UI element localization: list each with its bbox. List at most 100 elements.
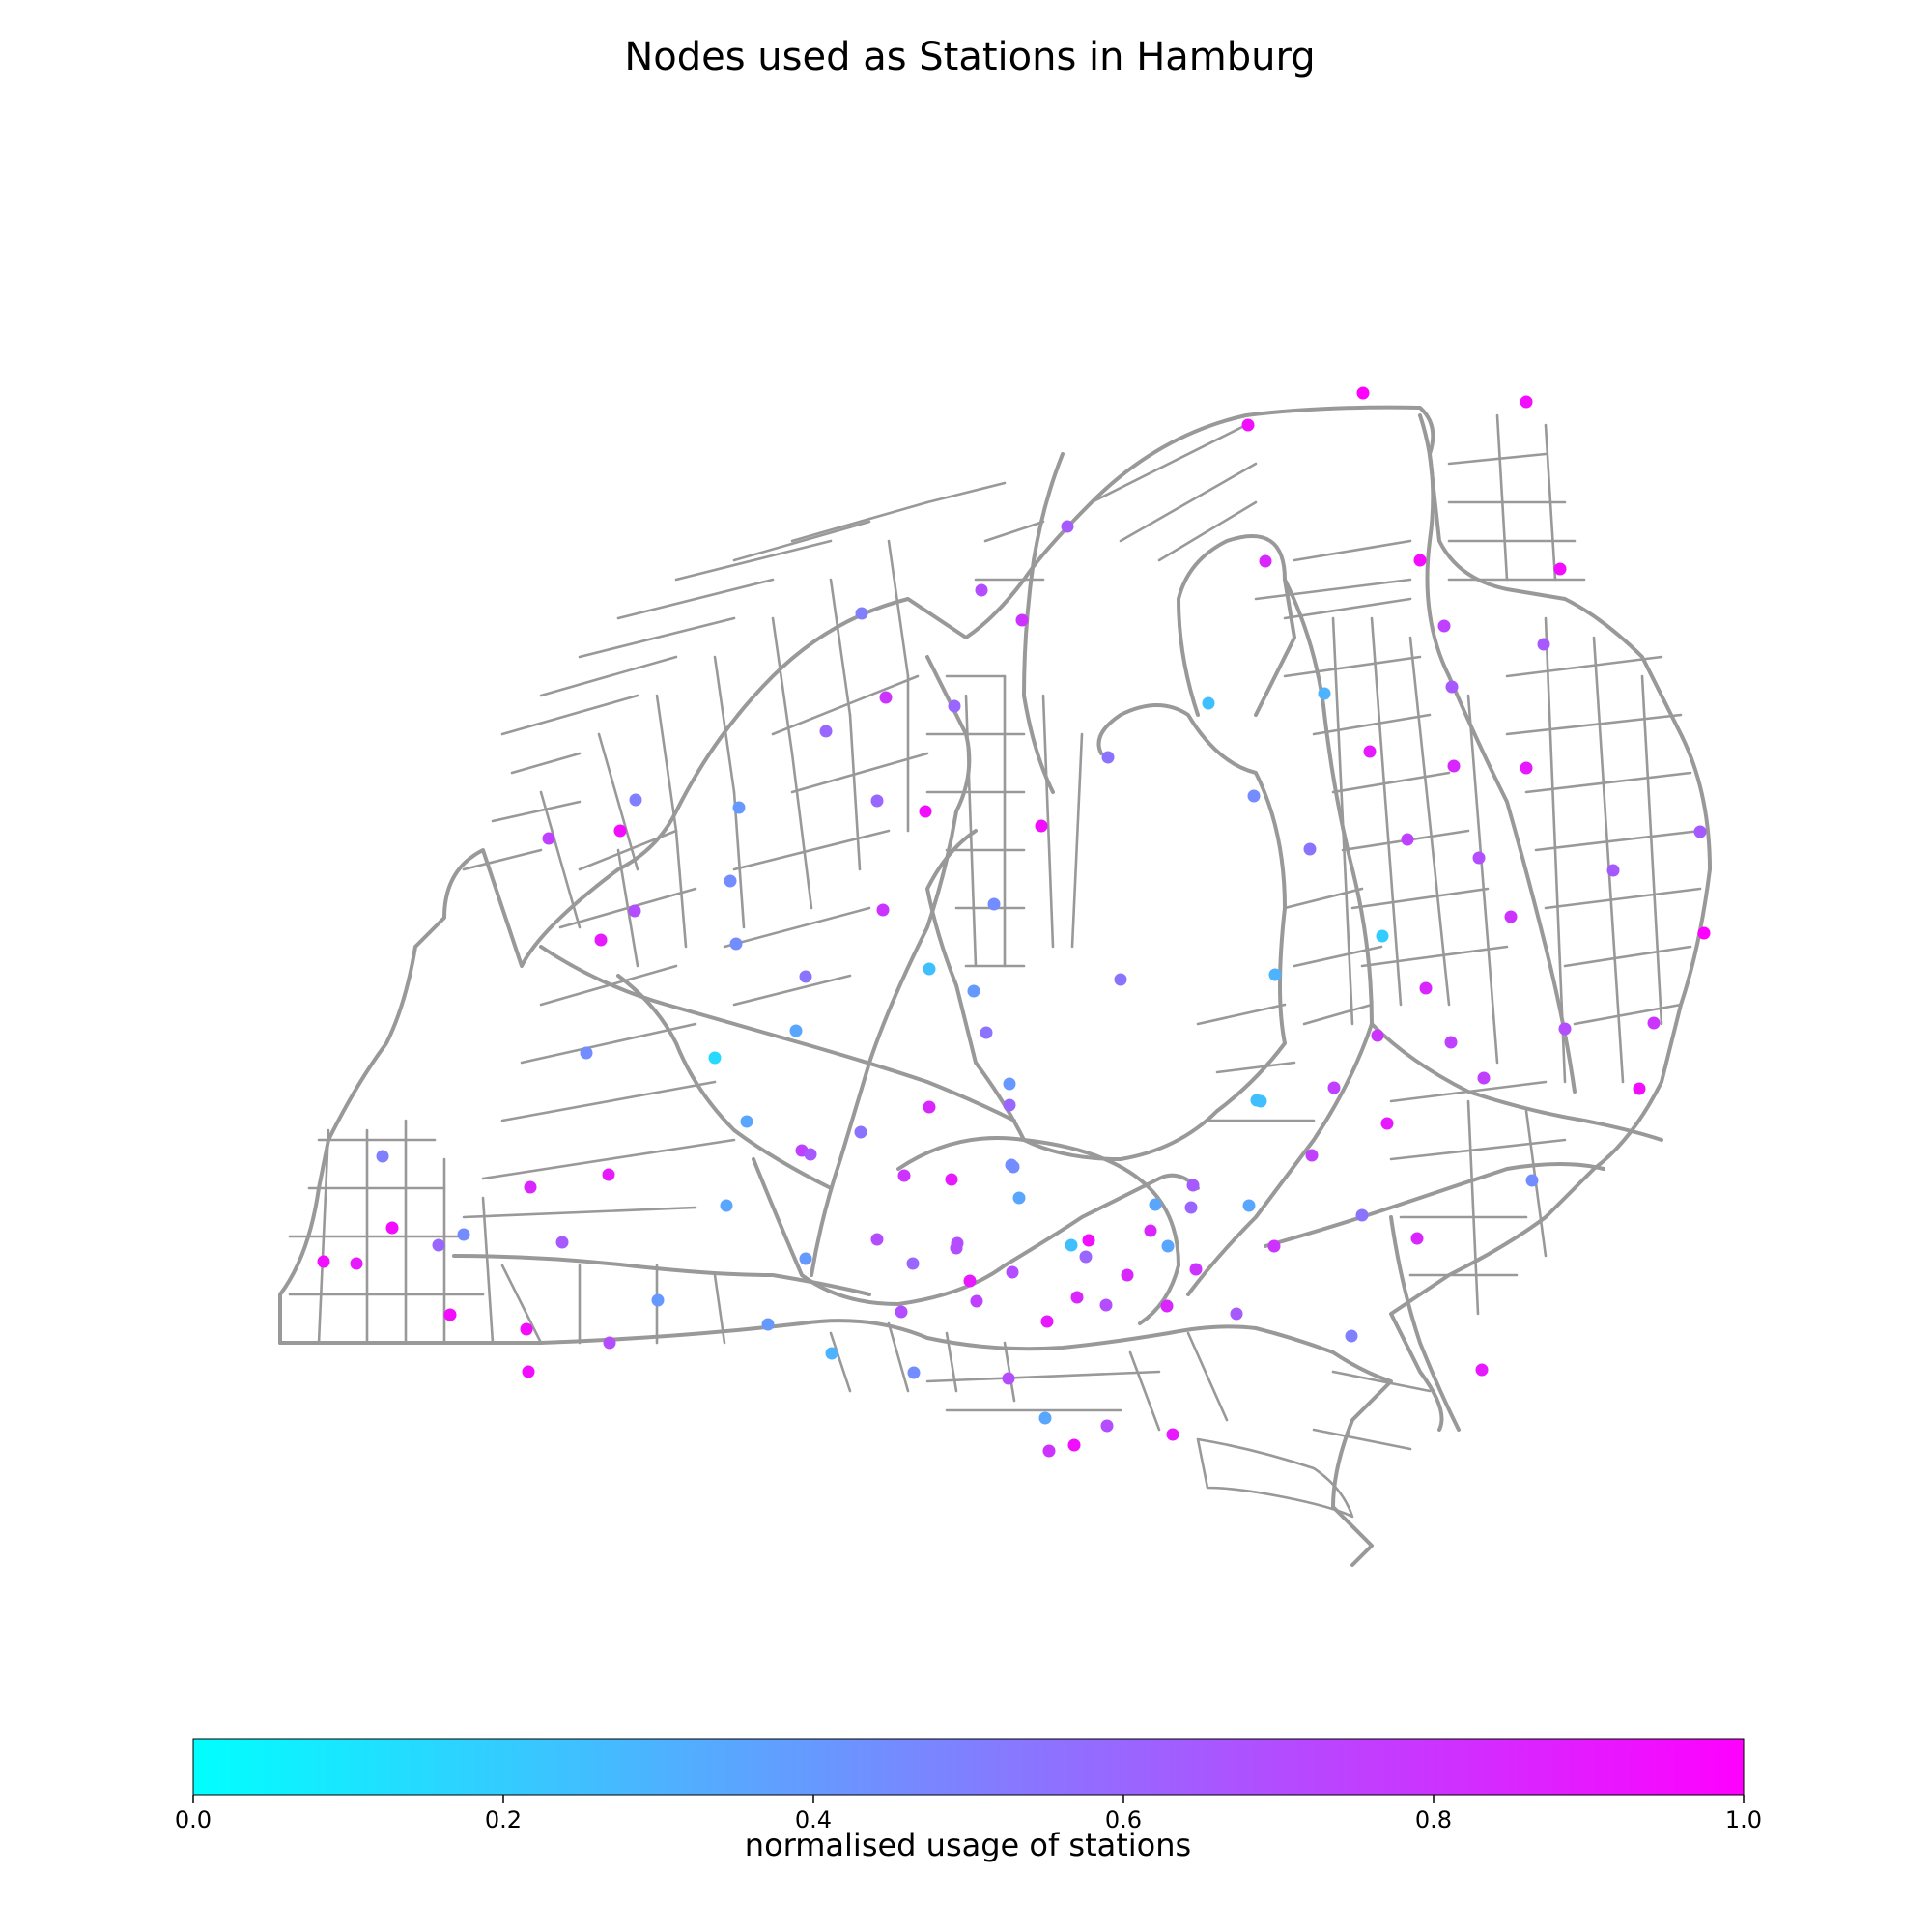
station-point bbox=[432, 1238, 445, 1252]
station-point bbox=[1079, 1250, 1093, 1264]
station-point bbox=[1472, 851, 1486, 865]
station-point bbox=[870, 794, 884, 808]
station-point bbox=[1419, 981, 1433, 995]
colorbar: 0.0 0.2 0.4 0.6 0.8 1.0 normalised usage of s… bbox=[175, 1738, 1762, 1863]
station-point bbox=[613, 824, 627, 838]
colorbar-ticks: 0.0 0.2 0.4 0.6 0.8 1.0 bbox=[175, 1795, 1762, 1833]
station-point bbox=[1693, 825, 1707, 838]
chart-title: Nodes used as Stations in Hamburg bbox=[624, 35, 1315, 79]
station-point bbox=[1144, 1224, 1157, 1237]
station-point bbox=[1477, 1071, 1491, 1085]
station-point bbox=[789, 1024, 803, 1037]
station-point bbox=[879, 691, 893, 704]
station-point bbox=[876, 903, 890, 917]
station-point bbox=[1082, 1234, 1095, 1247]
station-point bbox=[520, 1322, 533, 1336]
station-point bbox=[732, 801, 746, 814]
station-point bbox=[1475, 1363, 1489, 1377]
station-point bbox=[1101, 751, 1115, 764]
station-point bbox=[1189, 1263, 1203, 1276]
station-point bbox=[1161, 1239, 1175, 1253]
station-point bbox=[1247, 789, 1261, 803]
station-point bbox=[443, 1308, 457, 1321]
station-point bbox=[870, 1233, 884, 1246]
station-point bbox=[1230, 1307, 1243, 1321]
station-point bbox=[1537, 638, 1550, 651]
station-point bbox=[1002, 1372, 1015, 1385]
station-point bbox=[948, 699, 961, 713]
station-point bbox=[907, 1366, 921, 1379]
station-point bbox=[1006, 1265, 1019, 1279]
station-point bbox=[980, 1026, 993, 1039]
station-point bbox=[799, 1252, 812, 1265]
station-point bbox=[1114, 973, 1127, 986]
station-point bbox=[761, 1318, 775, 1331]
station-point bbox=[923, 1100, 936, 1114]
station-point bbox=[975, 583, 988, 597]
station-point bbox=[740, 1115, 753, 1128]
station-point bbox=[555, 1236, 569, 1249]
station-point bbox=[1250, 1094, 1264, 1107]
station-point bbox=[1697, 926, 1711, 940]
colorbar-tick-label: 0.6 bbox=[1105, 1806, 1142, 1833]
station-point bbox=[1067, 1438, 1081, 1452]
station-point bbox=[1259, 554, 1272, 568]
road-network bbox=[278, 405, 1712, 1567]
station-point bbox=[1035, 819, 1048, 833]
station-point bbox=[1371, 1029, 1384, 1042]
station-point bbox=[1401, 833, 1414, 846]
station-point bbox=[987, 897, 1001, 911]
station-point bbox=[1100, 1419, 1114, 1433]
colorbar-tick-label: 0.2 bbox=[485, 1806, 522, 1833]
station-point bbox=[1267, 1239, 1281, 1253]
station-point bbox=[1012, 1191, 1026, 1205]
station-point bbox=[1038, 1411, 1052, 1425]
station-point bbox=[1606, 864, 1620, 877]
station-point bbox=[1202, 696, 1215, 710]
station-point bbox=[602, 1168, 615, 1181]
station-point bbox=[350, 1257, 363, 1270]
station-point bbox=[1647, 1016, 1661, 1030]
colorbar-tick-label: 0.8 bbox=[1415, 1806, 1452, 1833]
station-point bbox=[799, 970, 812, 983]
station-point bbox=[629, 793, 642, 807]
station-point bbox=[906, 1257, 920, 1270]
station-point bbox=[1160, 1299, 1174, 1313]
station-point bbox=[1184, 1201, 1198, 1214]
station-point bbox=[854, 1125, 867, 1139]
station-point bbox=[1410, 1232, 1424, 1245]
station-point bbox=[1099, 1298, 1113, 1312]
station-point bbox=[724, 874, 737, 888]
station-point bbox=[1363, 745, 1377, 758]
station-point bbox=[628, 904, 641, 918]
station-point bbox=[1520, 395, 1533, 409]
station-point bbox=[825, 1347, 838, 1360]
station-point bbox=[1241, 418, 1255, 432]
station-point bbox=[1525, 1174, 1539, 1187]
colorbar-tick-label: 0.4 bbox=[795, 1806, 832, 1833]
station-point bbox=[1242, 1199, 1256, 1212]
station-point bbox=[1065, 1238, 1078, 1252]
station-point bbox=[1356, 386, 1370, 400]
station-point bbox=[317, 1255, 330, 1268]
station-point bbox=[950, 1241, 963, 1255]
station-point bbox=[580, 1046, 593, 1060]
station-point bbox=[945, 1173, 958, 1186]
station-point bbox=[1318, 687, 1331, 700]
station-point bbox=[1005, 1158, 1018, 1172]
station-markers bbox=[317, 386, 1711, 1458]
station-point bbox=[897, 1169, 911, 1182]
station-point bbox=[1444, 1036, 1458, 1049]
station-point bbox=[594, 933, 608, 947]
station-point bbox=[1633, 1082, 1646, 1095]
station-point bbox=[1447, 759, 1461, 773]
station-point bbox=[522, 1365, 535, 1378]
station-point bbox=[376, 1150, 389, 1163]
station-point bbox=[963, 1274, 977, 1288]
station-point bbox=[1003, 1077, 1016, 1091]
station-point bbox=[819, 724, 833, 738]
station-point bbox=[1003, 1098, 1016, 1112]
station-point bbox=[895, 1305, 908, 1319]
station-point bbox=[524, 1180, 537, 1194]
station-point bbox=[457, 1228, 470, 1241]
